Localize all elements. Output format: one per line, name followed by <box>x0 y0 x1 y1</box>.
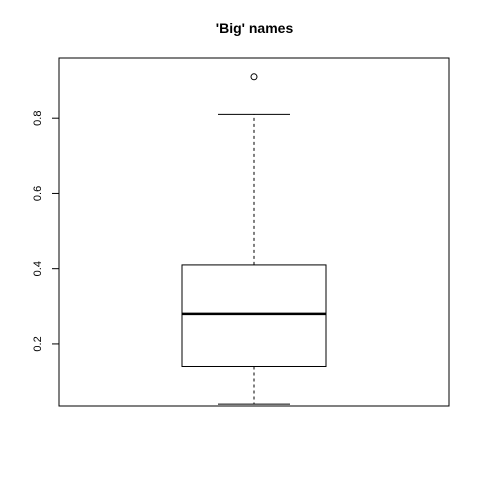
y-axis: 0.2 0.4 0.6 0.8 <box>32 111 59 352</box>
y-tick-label: 0.6 <box>32 186 44 201</box>
y-tick-label: 0.8 <box>32 111 44 126</box>
iqr-box <box>181 264 327 367</box>
outlier-point <box>250 73 258 81</box>
plot-frame <box>58 57 450 407</box>
y-tick-label: 0.2 <box>32 336 44 351</box>
box-plot <box>181 73 327 405</box>
y-tick-label: 0.4 <box>32 261 44 276</box>
chart-title: 'Big' names <box>215 20 294 36</box>
